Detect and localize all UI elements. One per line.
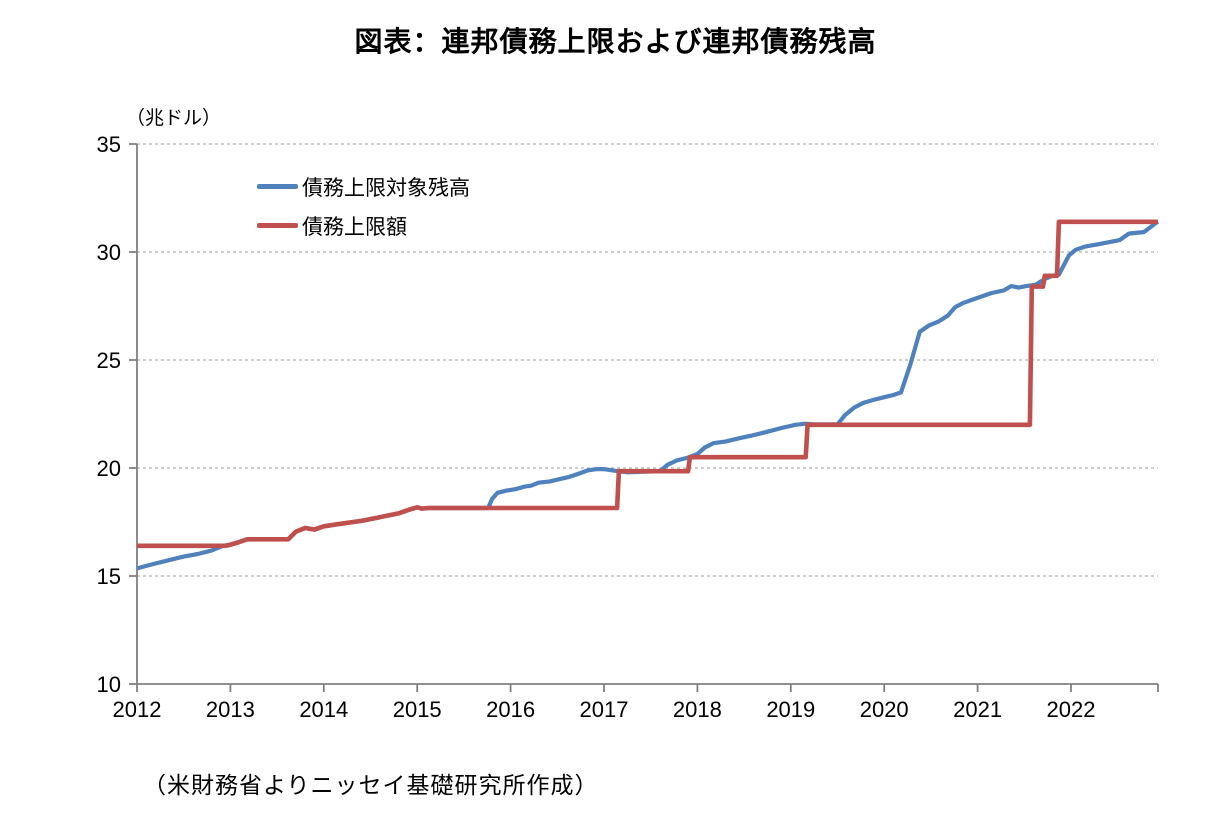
chart-legend: 債務上限対象残高 債務上限額: [257, 167, 470, 245]
y-tick-label: 15: [97, 564, 121, 589]
series-line-blue: [136, 220, 1159, 571]
x-tick-label: 2013: [206, 697, 255, 722]
legend-line-blue-icon: [257, 184, 298, 189]
x-tick-label: 2016: [486, 697, 535, 722]
legend-line-red-icon: [257, 223, 298, 228]
y-tick-label: 35: [97, 132, 121, 157]
x-tick-label: 2015: [393, 697, 442, 722]
y-axis-unit-label: （兆ドル）: [126, 108, 222, 129]
x-tick-label: 2018: [673, 697, 722, 722]
x-tick-label: 2022: [1047, 697, 1096, 722]
y-tick-label: 25: [97, 348, 121, 373]
y-tick-label: 20: [97, 456, 121, 481]
chart-title: 図表：連邦債務上限および連邦債務残高: [354, 26, 877, 57]
x-tick-label: 2021: [953, 697, 1002, 722]
x-tick-label: 2017: [580, 697, 629, 722]
y-tick-label: 10: [97, 672, 121, 697]
legend-item-debt-ceiling: 債務上限額: [257, 206, 470, 245]
legend-label-debt-ceiling: 債務上限額: [302, 215, 407, 239]
source-note: （米財務省よりニッセイ基礎研究所作成）: [143, 772, 599, 798]
legend-label-debt-outstanding: 債務上限対象残高: [302, 176, 470, 200]
series-line-red: [137, 219, 1158, 549]
x-tick-label: 2019: [766, 697, 815, 722]
legend-item-debt-outstanding: 債務上限対象残高: [257, 167, 470, 206]
x-tick-label: 2014: [299, 697, 348, 722]
x-tick-label: 2020: [860, 697, 909, 722]
y-tick-label: 30: [97, 240, 121, 265]
x-tick-label: 2012: [113, 697, 162, 722]
